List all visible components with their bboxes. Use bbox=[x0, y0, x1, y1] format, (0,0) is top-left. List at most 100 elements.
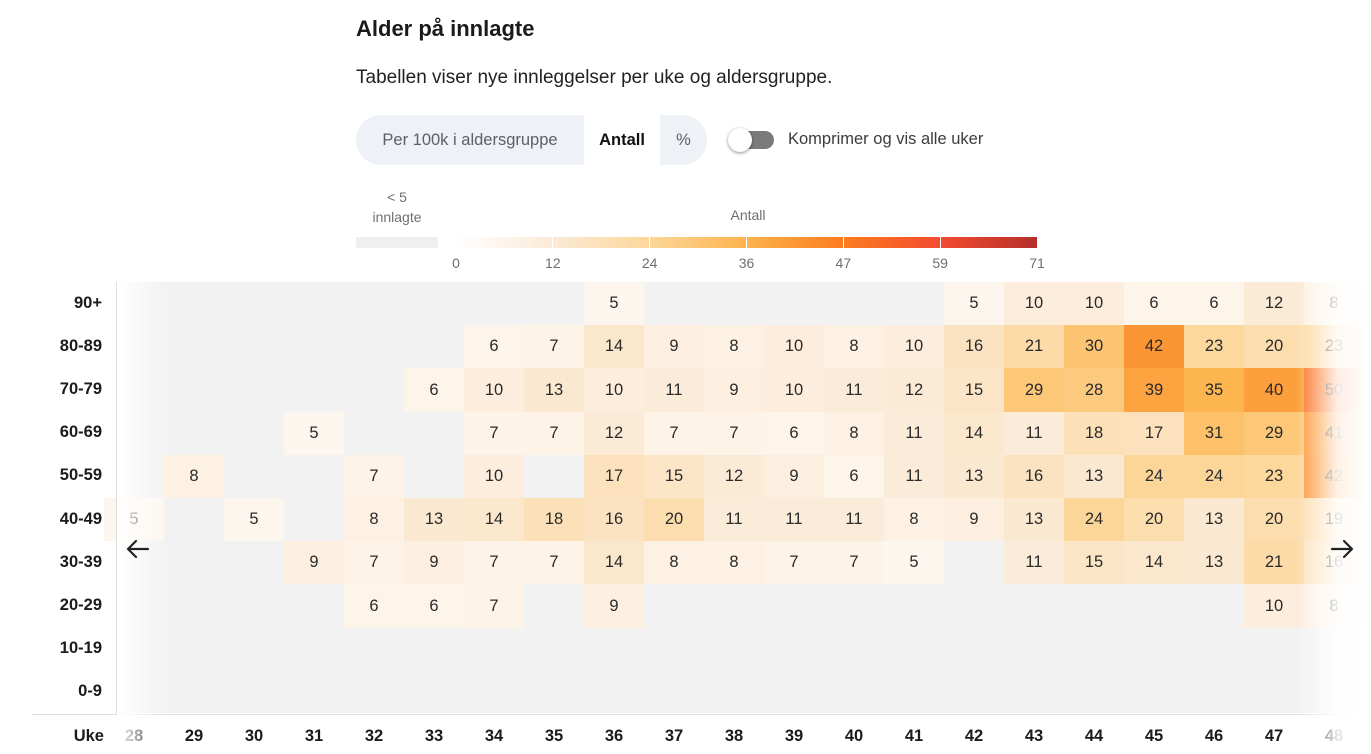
heatmap-cell: 20 bbox=[1244, 325, 1304, 368]
heatmap-cell: 14 bbox=[584, 325, 644, 368]
heatmap-cell: 29 bbox=[1244, 412, 1304, 455]
legend-tick: 47 bbox=[835, 255, 852, 271]
heatmap-cell: 21 bbox=[1004, 325, 1064, 368]
legend-separator bbox=[939, 237, 941, 248]
compress-toggle-label: Komprimer og vis alle uker bbox=[788, 130, 984, 148]
heatmap-cell: 11 bbox=[824, 498, 884, 541]
week-label: 47 bbox=[1264, 727, 1284, 745]
heatmap-cell: 7 bbox=[704, 412, 764, 455]
heatmap-cell: 13 bbox=[1004, 498, 1064, 541]
heatmap-cell: 8 bbox=[884, 498, 944, 541]
week-label: 40 bbox=[844, 727, 864, 745]
per-100k-button[interactable]: Per 100k i aldersgruppe bbox=[382, 131, 558, 149]
week-label: 46 bbox=[1204, 727, 1224, 745]
week-label: 32 bbox=[364, 727, 384, 745]
heatmap-cell: 13 bbox=[404, 498, 464, 541]
legend-tick: 71 bbox=[1029, 255, 1045, 271]
compress-toggle[interactable] bbox=[728, 128, 774, 152]
heatmap-cell: 16 bbox=[1004, 455, 1064, 498]
heatmap-cell: 14 bbox=[1124, 541, 1184, 584]
heatmap-cell: 13 bbox=[524, 368, 584, 412]
heatmap-cell: 10 bbox=[1004, 282, 1064, 325]
heatmap-cell: 7 bbox=[764, 541, 824, 584]
heatmap-cell: 13 bbox=[1184, 498, 1244, 541]
percent-button[interactable]: % bbox=[676, 131, 691, 149]
week-label: 30 bbox=[244, 727, 264, 745]
arrow-right-icon[interactable] bbox=[1328, 535, 1356, 563]
heatmap-cell: 12 bbox=[1244, 282, 1304, 325]
heatmap-cell: 11 bbox=[1004, 541, 1064, 584]
heatmap-cell: 11 bbox=[704, 498, 764, 541]
heatmap-cell: 11 bbox=[1004, 412, 1064, 455]
heatmap-cell: 9 bbox=[584, 584, 644, 628]
heatmap-cell: 14 bbox=[584, 541, 644, 584]
heatmap-cell: 10 bbox=[764, 325, 824, 368]
heatmap-cell: 20 bbox=[1244, 498, 1304, 541]
heatmap-cell: 9 bbox=[284, 541, 344, 584]
heatmap-cell: 7 bbox=[464, 584, 524, 628]
heatmap-cell: 24 bbox=[1124, 455, 1184, 498]
heatmap-cell: 23 bbox=[1184, 325, 1244, 368]
heatmap-cell: 6 bbox=[1124, 282, 1184, 325]
arrow-left-icon[interactable] bbox=[124, 535, 152, 563]
heatmap-cell: 13 bbox=[1184, 541, 1244, 584]
heatmap-cell: 8 bbox=[1304, 584, 1364, 628]
heatmap-cell: 12 bbox=[884, 368, 944, 412]
legend-small-line2: innlagte bbox=[372, 209, 422, 225]
heatmap-cell: 20 bbox=[1124, 498, 1184, 541]
week-label: 39 bbox=[784, 727, 804, 745]
legend-separator bbox=[746, 237, 747, 248]
heatmap-cell: 11 bbox=[644, 368, 704, 412]
heatmap-cell: 15 bbox=[944, 368, 1004, 412]
row-label: 90+ bbox=[74, 294, 102, 312]
heatmap-cell: 6 bbox=[404, 584, 464, 628]
row-label: 80-89 bbox=[59, 337, 102, 355]
heatmap-cell: 16 bbox=[944, 325, 1004, 368]
heatmap-cell: 14 bbox=[944, 412, 1004, 455]
heatmap-cell: 39 bbox=[1124, 368, 1184, 412]
heatmap-cell: 6 bbox=[404, 368, 464, 412]
heatmap-cell: 42 bbox=[1304, 455, 1364, 498]
legend-separator bbox=[842, 237, 844, 248]
heatmap-cell: 11 bbox=[824, 368, 884, 412]
chart-title: Alder på innlagte bbox=[356, 16, 535, 41]
heatmap-cell: 5 bbox=[224, 498, 284, 541]
legend-tick: 36 bbox=[738, 255, 755, 271]
heatmap-cell: 18 bbox=[1064, 412, 1124, 455]
heatmap-cell: 6 bbox=[764, 412, 824, 455]
heatmap-cell: 10 bbox=[1064, 282, 1124, 325]
heatmap-cell: 10 bbox=[1244, 584, 1304, 628]
heatmap-cell: 12 bbox=[584, 412, 644, 455]
heatmap-cell: 23 bbox=[1304, 325, 1364, 368]
heatmap-cell: 9 bbox=[944, 498, 1004, 541]
heatmap-cell: 24 bbox=[1184, 455, 1244, 498]
week-label: 42 bbox=[964, 727, 984, 745]
legend-tick: 59 bbox=[932, 255, 948, 271]
x-axis-title: Uke bbox=[73, 727, 104, 745]
antall-button[interactable]: Antall bbox=[584, 115, 660, 165]
heatmap-cell: 8 bbox=[644, 541, 704, 584]
heatmap-cell: 10 bbox=[584, 368, 644, 412]
heatmap-cell: 31 bbox=[1184, 412, 1244, 455]
heatmap-cell: 6 bbox=[344, 584, 404, 628]
unit-selector: Per 100k i aldersgruppe Antall % bbox=[356, 115, 707, 165]
row-label: 10-19 bbox=[59, 639, 102, 657]
week-label: 29 bbox=[184, 727, 204, 745]
heatmap-cell: 7 bbox=[644, 412, 704, 455]
heatmap-cell: 28 bbox=[1064, 368, 1124, 412]
heatmap-cell: 13 bbox=[1064, 455, 1124, 498]
heatmap-cell: 5 bbox=[284, 412, 344, 455]
x-axis-line bbox=[32, 714, 1358, 715]
week-label: 41 bbox=[904, 727, 924, 745]
heatmap-cell: 8 bbox=[824, 412, 884, 455]
heatmap-cell: 8 bbox=[164, 455, 224, 498]
heatmap-cell: 16 bbox=[584, 498, 644, 541]
row-label: 70-79 bbox=[59, 380, 102, 398]
heatmap-cell: 9 bbox=[764, 455, 824, 498]
heatmap-cell: 40 bbox=[1244, 368, 1304, 412]
heatmap-cell: 8 bbox=[704, 325, 764, 368]
heatmap-cell: 29 bbox=[1004, 368, 1064, 412]
row-label: 30-39 bbox=[59, 553, 102, 571]
week-label: 36 bbox=[604, 727, 624, 745]
heatmap-cell: 11 bbox=[884, 412, 944, 455]
